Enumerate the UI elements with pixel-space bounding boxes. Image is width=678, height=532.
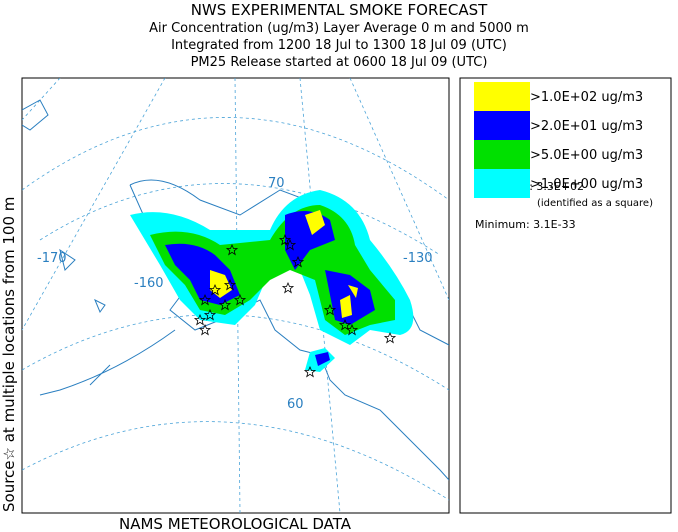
- legend-label: >5.0E+00 ug/m3: [530, 148, 643, 163]
- legend-label: >1.0E+02 ug/m3: [530, 90, 643, 105]
- latitude-label: 70: [268, 176, 285, 191]
- graticule: [22, 421, 449, 501]
- graticule: [349, 78, 449, 301]
- subtitle-line: PM25 Release started at 0600 18 Jul 09 (…: [191, 55, 488, 70]
- graticule: [39, 183, 441, 256]
- legend: Maximum: 3.3E+02 (identified as a square…: [459, 77, 672, 514]
- island: [59, 248, 106, 314]
- subtitle-line: Integrated from 1200 18 Jul to 1300 18 J…: [171, 38, 507, 53]
- coastline: [39, 329, 176, 396]
- graticule: [22, 78, 166, 331]
- coastline: [22, 99, 49, 131]
- subtitle-line: Air Concentration (ug/m3) Layer Average …: [149, 21, 529, 36]
- footer: NAMS METEOROLOGICAL DATA: [119, 515, 352, 532]
- maximum-note: (identified as a square): [537, 198, 653, 209]
- minimum: Minimum: 3.1E-33: [475, 218, 576, 231]
- legend-swatch: [474, 169, 530, 198]
- smoke-plume: [130, 190, 414, 372]
- legend-swatch: [474, 140, 530, 169]
- legend-label: >1.0E+00 ug/m3: [530, 177, 643, 192]
- title: NWS EXPERIMENTAL SMOKE FORECAST: [191, 1, 488, 19]
- map: -170 -160 -130 70 60: [21, 77, 450, 514]
- latitude-label: 60: [287, 397, 304, 412]
- longitude-label: -160: [134, 276, 164, 291]
- longitude-label: -170: [37, 251, 67, 266]
- graticule: [22, 314, 449, 391]
- legend-label: >2.0E+01 ug/m3: [530, 119, 643, 134]
- legend-swatch: [474, 111, 530, 140]
- side-label: Source☆ at multiple locations from 100 m: [0, 197, 18, 512]
- longitude-label: -130: [403, 251, 433, 266]
- legend-swatch: [474, 82, 530, 111]
- graticule: [22, 117, 449, 201]
